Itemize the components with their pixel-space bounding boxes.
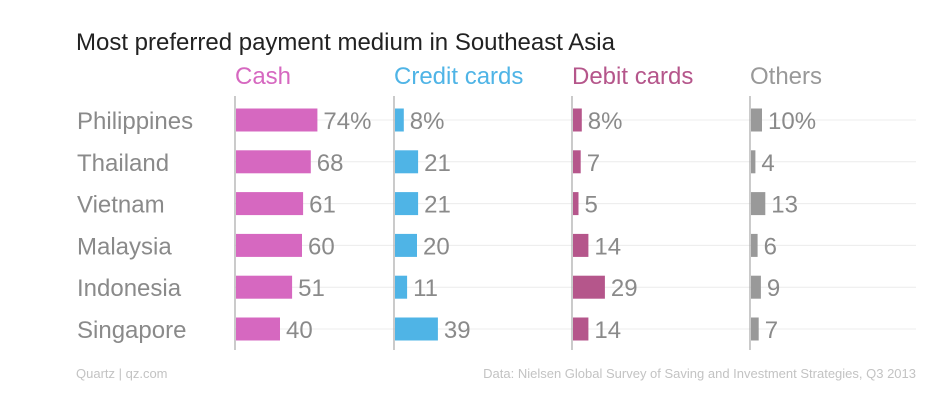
bars bbox=[236, 108, 766, 341]
data-label-others-malaysia: 6 bbox=[764, 233, 777, 260]
footer-source: Quartz | qz.com bbox=[76, 366, 168, 381]
data-label-others-indonesia: 9 bbox=[767, 275, 780, 302]
data-label-cash-malaysia: 60 bbox=[308, 233, 335, 260]
bar-others-thailand bbox=[751, 150, 756, 174]
series-header-credit-cards: Credit cards bbox=[394, 63, 523, 90]
footer-note: Data: Nielsen Global Survey of Saving an… bbox=[483, 366, 916, 381]
bar-credit-cards-indonesia bbox=[395, 275, 408, 299]
data-label-credit-cards-singapore: 39 bbox=[444, 317, 471, 344]
data-label-credit-cards-indonesia: 11 bbox=[413, 275, 438, 302]
chart-title: Most preferred payment medium in Southea… bbox=[76, 29, 616, 56]
bar-cash-singapore bbox=[236, 317, 280, 341]
data-label-credit-cards-malaysia: 20 bbox=[423, 233, 450, 260]
bar-credit-cards-philippines bbox=[395, 108, 404, 132]
bar-credit-cards-singapore bbox=[395, 317, 438, 341]
bar-debit-cards-thailand bbox=[573, 150, 581, 174]
bar-cash-vietnam bbox=[236, 192, 304, 216]
data-label-credit-cards-thailand: 21 bbox=[424, 150, 451, 177]
data-label-cash-vietnam: 61 bbox=[309, 192, 336, 219]
series-header-debit-cards: Debit cards bbox=[572, 63, 693, 90]
bar-others-malaysia bbox=[751, 233, 758, 257]
series-header-cash: Cash bbox=[235, 63, 291, 90]
bar-debit-cards-philippines bbox=[573, 108, 582, 132]
bar-debit-cards-malaysia bbox=[573, 233, 589, 257]
bar-cash-indonesia bbox=[236, 275, 293, 299]
bar-cash-malaysia bbox=[236, 233, 302, 257]
bar-credit-cards-thailand bbox=[395, 150, 419, 174]
category-label-philippines: Philippines bbox=[77, 108, 193, 135]
data-label-others-singapore: 7 bbox=[765, 317, 778, 344]
bar-cash-philippines bbox=[236, 108, 318, 132]
bar-debit-cards-singapore bbox=[573, 317, 589, 341]
category-label-singapore: Singapore bbox=[77, 317, 186, 344]
data-label-cash-indonesia: 51 bbox=[298, 275, 325, 302]
category-label-indonesia: Indonesia bbox=[77, 275, 182, 302]
data-label-debit-cards-thailand: 7 bbox=[587, 150, 600, 177]
series-header-others: Others bbox=[750, 63, 822, 90]
data-label-debit-cards-vietnam: 5 bbox=[585, 192, 598, 219]
data-label-debit-cards-indonesia: 29 bbox=[611, 275, 638, 302]
bar-others-vietnam bbox=[751, 192, 766, 216]
data-label-cash-thailand: 68 bbox=[317, 150, 344, 177]
data-label-cash-philippines: 74% bbox=[323, 108, 371, 135]
data-label-debit-cards-singapore: 14 bbox=[594, 317, 621, 344]
bar-credit-cards-vietnam bbox=[395, 192, 419, 216]
bar-others-philippines bbox=[751, 108, 762, 132]
series-headers: Cash Credit cards Debit cards Others bbox=[235, 63, 822, 90]
bar-others-singapore bbox=[751, 317, 759, 341]
panel-axes bbox=[234, 96, 751, 350]
category-labels: Philippines Thailand Vietnam Malaysia Indone… bbox=[77, 108, 193, 344]
data-label-cash-singapore: 40 bbox=[286, 317, 313, 344]
bar-others-indonesia bbox=[751, 275, 761, 299]
category-label-malaysia: Malaysia bbox=[77, 233, 172, 260]
data-label-others-philippines: 10% bbox=[768, 108, 816, 135]
data-label-others-thailand: 4 bbox=[761, 150, 774, 177]
bar-debit-cards-vietnam bbox=[573, 192, 579, 216]
data-label-others-vietnam: 13 bbox=[771, 192, 798, 219]
data-label-debit-cards-malaysia: 14 bbox=[594, 233, 621, 260]
data-label-debit-cards-philippines: 8% bbox=[588, 108, 623, 135]
bar-credit-cards-malaysia bbox=[395, 233, 417, 257]
data-label-credit-cards-vietnam: 21 bbox=[424, 192, 451, 219]
category-label-thailand: Thailand bbox=[77, 150, 169, 177]
category-label-vietnam: Vietnam bbox=[77, 192, 165, 219]
bar-cash-thailand bbox=[236, 150, 311, 174]
data-label-credit-cards-philippines: 8% bbox=[410, 108, 445, 135]
bar-debit-cards-indonesia bbox=[573, 275, 605, 299]
